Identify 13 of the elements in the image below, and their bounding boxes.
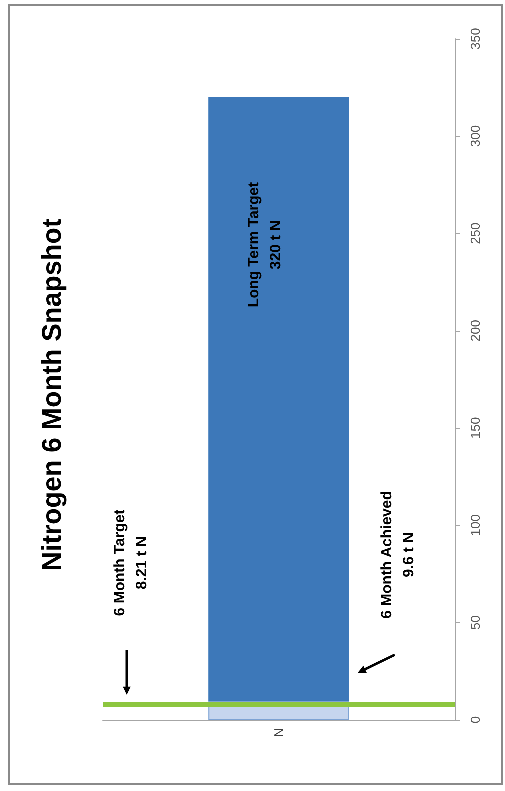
text: Nitrogen 6 Month Snapshot [37,218,67,572]
x-tick-label: N [272,728,286,738]
annotation: Long Term Target 320 t N [246,182,284,308]
y-tick-label: 250 [468,222,483,244]
y-tick-label: 200 [468,320,483,342]
y-tick-label: 100 [468,514,483,536]
y-tick-label: 150 [468,417,483,439]
y-tick-label: 50 [468,615,483,630]
y-tick-label: 350 [468,28,483,50]
y-tick-label: 0 [468,716,483,724]
annotation: 6 Month Target 8.21 t N [112,510,150,616]
y-tick-label: 300 [468,125,483,148]
annotation: 6 Month Achieved 9.6 t N [378,491,418,619]
